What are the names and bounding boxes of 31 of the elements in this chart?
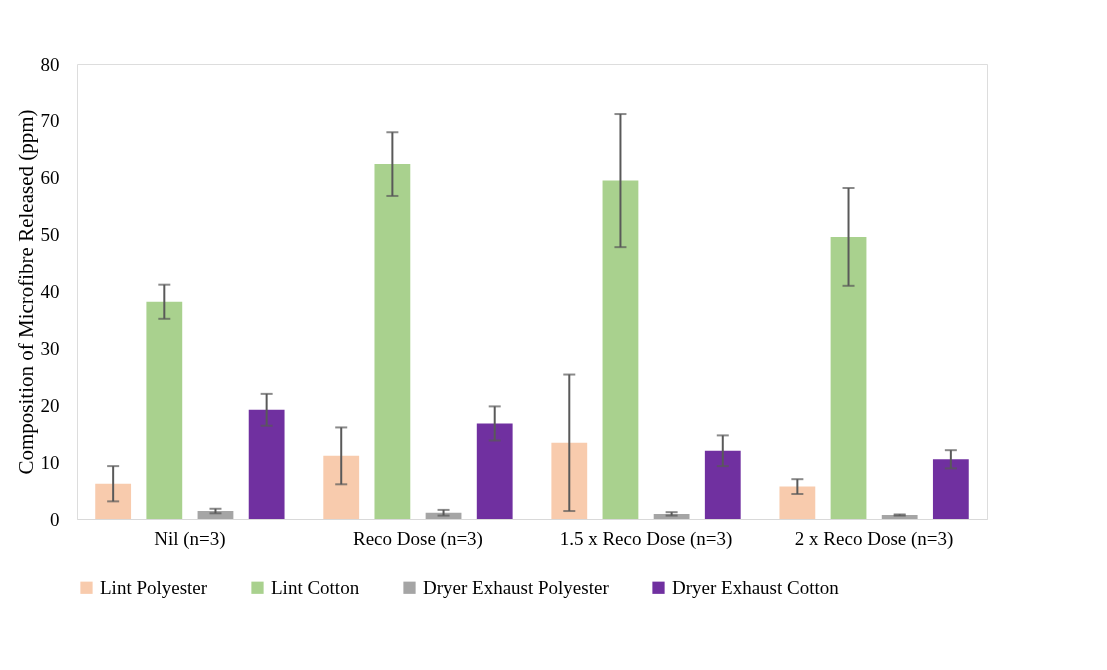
x-tick-label: Nil (n=3) [154,527,226,550]
y-tick-label: 60 [40,167,60,189]
bar [248,409,285,519]
x-tick-label: 1.5 x Reco Dose (n=3) [559,527,733,550]
legend-label: Lint Cotton [271,576,360,598]
bar [323,455,360,519]
legend-label: Lint Polyester [100,576,208,598]
y-tick-label: 70 [40,110,60,132]
bar [830,236,867,519]
y-tick-label: 30 [40,337,60,359]
legend-label: Dryer Exhaust Polyester [423,576,610,598]
bar [95,483,132,519]
x-tick-label: 2 x Reco Dose (n=3) [794,527,954,550]
y-tick-label: 80 [40,53,60,75]
bar [704,450,741,519]
bar [476,423,513,519]
bar [779,486,816,519]
legend-label: Dryer Exhaust Cotton [672,576,840,598]
bar [551,442,588,519]
x-tick-label: Reco Dose (n=3) [352,527,483,550]
y-tick-label: 50 [40,224,60,246]
y-tick-label: 0 [50,508,60,530]
bar [374,164,411,519]
bar [602,180,639,519]
bar [146,301,183,519]
y-axis-title: Composition of Microfibre Released (ppm) [13,109,38,475]
bar [932,459,969,519]
y-tick-label: 20 [40,394,60,416]
bar [197,511,234,519]
y-tick-label: 10 [40,451,60,473]
y-tick-label: 40 [40,281,60,302]
